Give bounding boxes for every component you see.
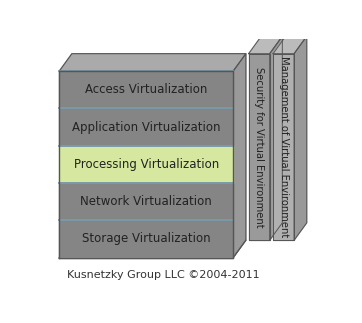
Text: Storage Virtualization: Storage Virtualization [82,233,211,245]
Polygon shape [59,183,233,220]
Polygon shape [59,109,233,146]
Polygon shape [273,54,294,240]
Polygon shape [273,36,307,54]
Polygon shape [59,54,246,71]
Polygon shape [233,54,246,258]
Text: Security for Virtual Environment: Security for Virtual Environment [254,67,264,227]
Polygon shape [59,71,233,109]
Text: Application Virtualization: Application Virtualization [72,120,220,133]
Text: Kusnetzky Group LLC ©2004-2011: Kusnetzky Group LLC ©2004-2011 [67,270,260,280]
Polygon shape [249,36,282,54]
Text: Access Virtualization: Access Virtualization [85,83,207,96]
Text: Management of Virtual Environment: Management of Virtual Environment [279,56,289,238]
Polygon shape [270,36,282,240]
Polygon shape [249,54,270,240]
Polygon shape [59,146,233,183]
Polygon shape [59,220,233,258]
Text: Network Virtualization: Network Virtualization [80,195,212,208]
Polygon shape [294,36,307,240]
Text: Processing Virtualization: Processing Virtualization [73,158,219,171]
